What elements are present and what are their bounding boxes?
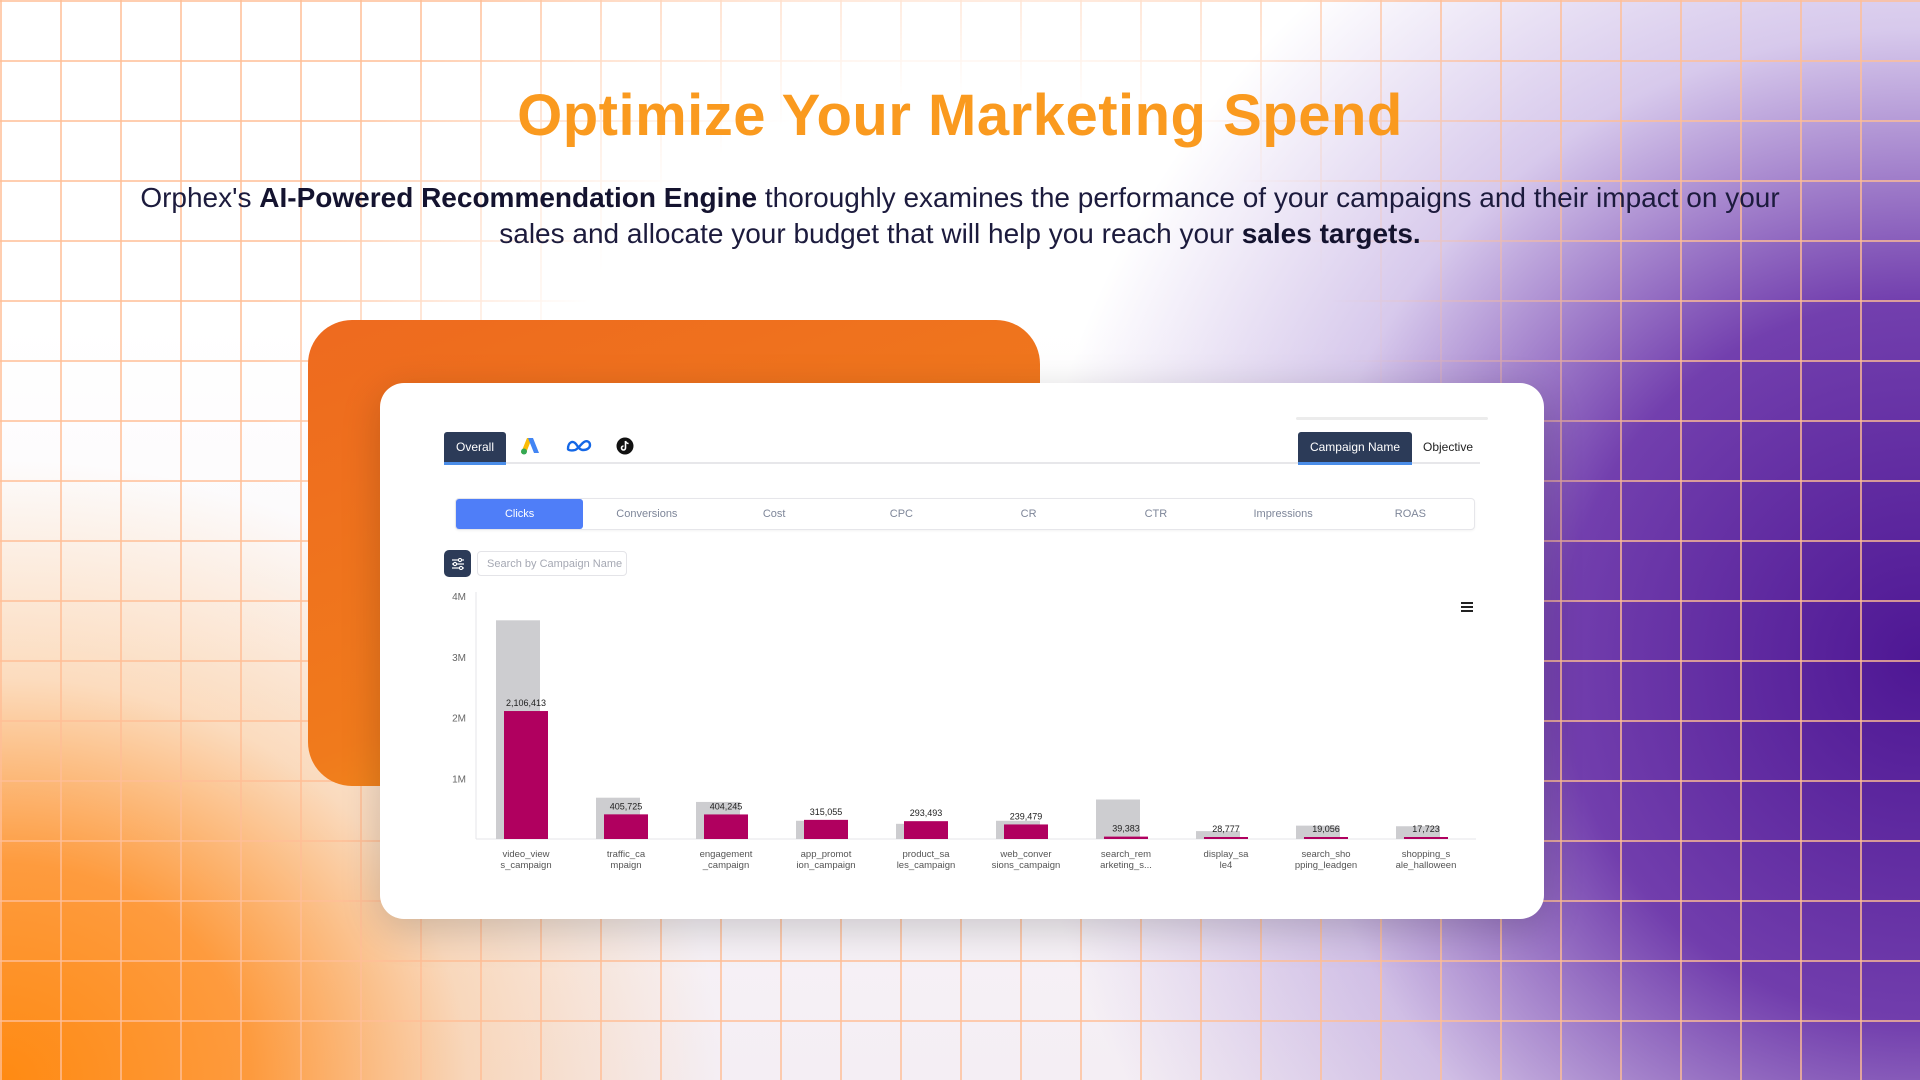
subtitle-text-1: Orphex's: [140, 182, 260, 213]
chart-menu-icon[interactable]: [1460, 600, 1474, 614]
google-ads-icon[interactable]: [518, 434, 542, 458]
bar-secondary: [1196, 831, 1240, 839]
data-label: 293,493: [910, 808, 943, 818]
x-tick-label: app_promot: [801, 849, 852, 860]
x-tick-label: s_campaign: [500, 860, 551, 871]
meta-icon[interactable]: [565, 434, 593, 458]
x-tick-label: arketing_s...: [1100, 860, 1152, 871]
subtitle-text-2: thoroughly examines the performance of y…: [499, 182, 1780, 249]
x-tick-label: shopping_s: [1402, 849, 1451, 860]
data-label: 2,106,413: [506, 698, 546, 708]
x-tick-label: sions_campaign: [992, 860, 1061, 871]
data-label: 19,056: [1312, 824, 1340, 834]
dashboard-panel: [380, 383, 1544, 919]
bar-secondary: [1396, 826, 1440, 839]
x-tick-label: engagement: [700, 849, 753, 860]
x-tick-label: search_sho: [1301, 849, 1350, 860]
page-subtitle: Orphex's AI-Powered Recommendation Engin…: [140, 180, 1780, 252]
x-tick-label: ion_campaign: [796, 860, 855, 871]
metric-tab-clicks[interactable]: Clicks: [456, 499, 584, 529]
bar-primary: [1104, 836, 1148, 839]
x-tick-label: le4: [1220, 860, 1233, 871]
data-label: 17,723: [1412, 824, 1440, 834]
x-tick-label: _campaign: [702, 860, 749, 871]
bar-primary: [704, 814, 748, 839]
y-tick-label: 2M: [452, 714, 466, 725]
bar-primary: [604, 814, 648, 839]
y-tick-label: 3M: [452, 653, 466, 664]
y-tick-label: 1M: [452, 774, 466, 785]
data-label: 315,055: [810, 807, 843, 817]
tiktok-icon[interactable]: [613, 434, 637, 458]
data-label: 405,725: [610, 801, 643, 811]
bar-primary: [904, 821, 948, 839]
bar-primary: [804, 819, 848, 839]
data-label: 239,479: [1010, 811, 1043, 821]
x-tick-label: pping_leadgen: [1295, 860, 1357, 871]
metric-tab-impressions[interactable]: Impressions: [1253, 508, 1313, 520]
tab-overall[interactable]: Overall: [444, 432, 506, 465]
filter-button[interactable]: [444, 550, 471, 577]
x-tick-label: product_sa: [902, 849, 950, 860]
metric-tab-roas[interactable]: ROAS: [1394, 508, 1426, 520]
tab-campaign-name[interactable]: Campaign Name: [1298, 432, 1412, 465]
x-tick-label: video_view: [503, 849, 550, 860]
bar-primary: [504, 711, 548, 839]
data-label: 28,777: [1212, 824, 1240, 834]
data-label: 39,383: [1112, 824, 1140, 834]
page-title: Optimize Your Marketing Spend: [517, 83, 1403, 148]
bar-primary: [1404, 837, 1448, 839]
metric-tab-cr[interactable]: CR: [1020, 508, 1037, 520]
x-tick-label: search_rem: [1101, 849, 1151, 860]
y-tick-label: 4M: [452, 592, 466, 603]
panel-divider: [1296, 417, 1488, 420]
metric-tab-conversions[interactable]: Conversions: [616, 508, 678, 520]
x-tick-label: ale_halloween: [1396, 860, 1457, 871]
search-input[interactable]: Search by Campaign Name: [477, 551, 627, 576]
platform-tab-bar: [444, 432, 1480, 464]
bar-primary: [1204, 837, 1248, 839]
bar-primary: [1004, 824, 1048, 839]
data-label: 404,245: [710, 801, 743, 811]
x-tick-label: mpaign: [610, 860, 641, 871]
bar-primary: [1304, 837, 1348, 839]
subtitle-bold-1: AI-Powered Recommendation Engine: [259, 182, 758, 213]
bar-secondary: [1296, 825, 1340, 839]
metric-tab-bar: Clicks Conversions Cost CPC CR CTR Impre…: [455, 498, 1475, 530]
x-tick-label: display_sa: [1204, 849, 1250, 860]
sliders-icon: [451, 557, 464, 570]
tab-objective[interactable]: Objective: [1422, 440, 1474, 454]
x-tick-label: traffic_ca: [607, 849, 646, 860]
metric-tab-cost[interactable]: Cost: [762, 508, 786, 520]
bar-secondary: [1096, 799, 1140, 839]
subtitle-bold-2: sales targets.: [1241, 218, 1421, 249]
x-tick-label: web_conver: [999, 849, 1051, 860]
metric-tab-cpc[interactable]: CPC: [889, 508, 913, 520]
metric-tab-ctr[interactable]: CTR: [1144, 508, 1168, 520]
x-tick-label: les_campaign: [897, 860, 956, 871]
